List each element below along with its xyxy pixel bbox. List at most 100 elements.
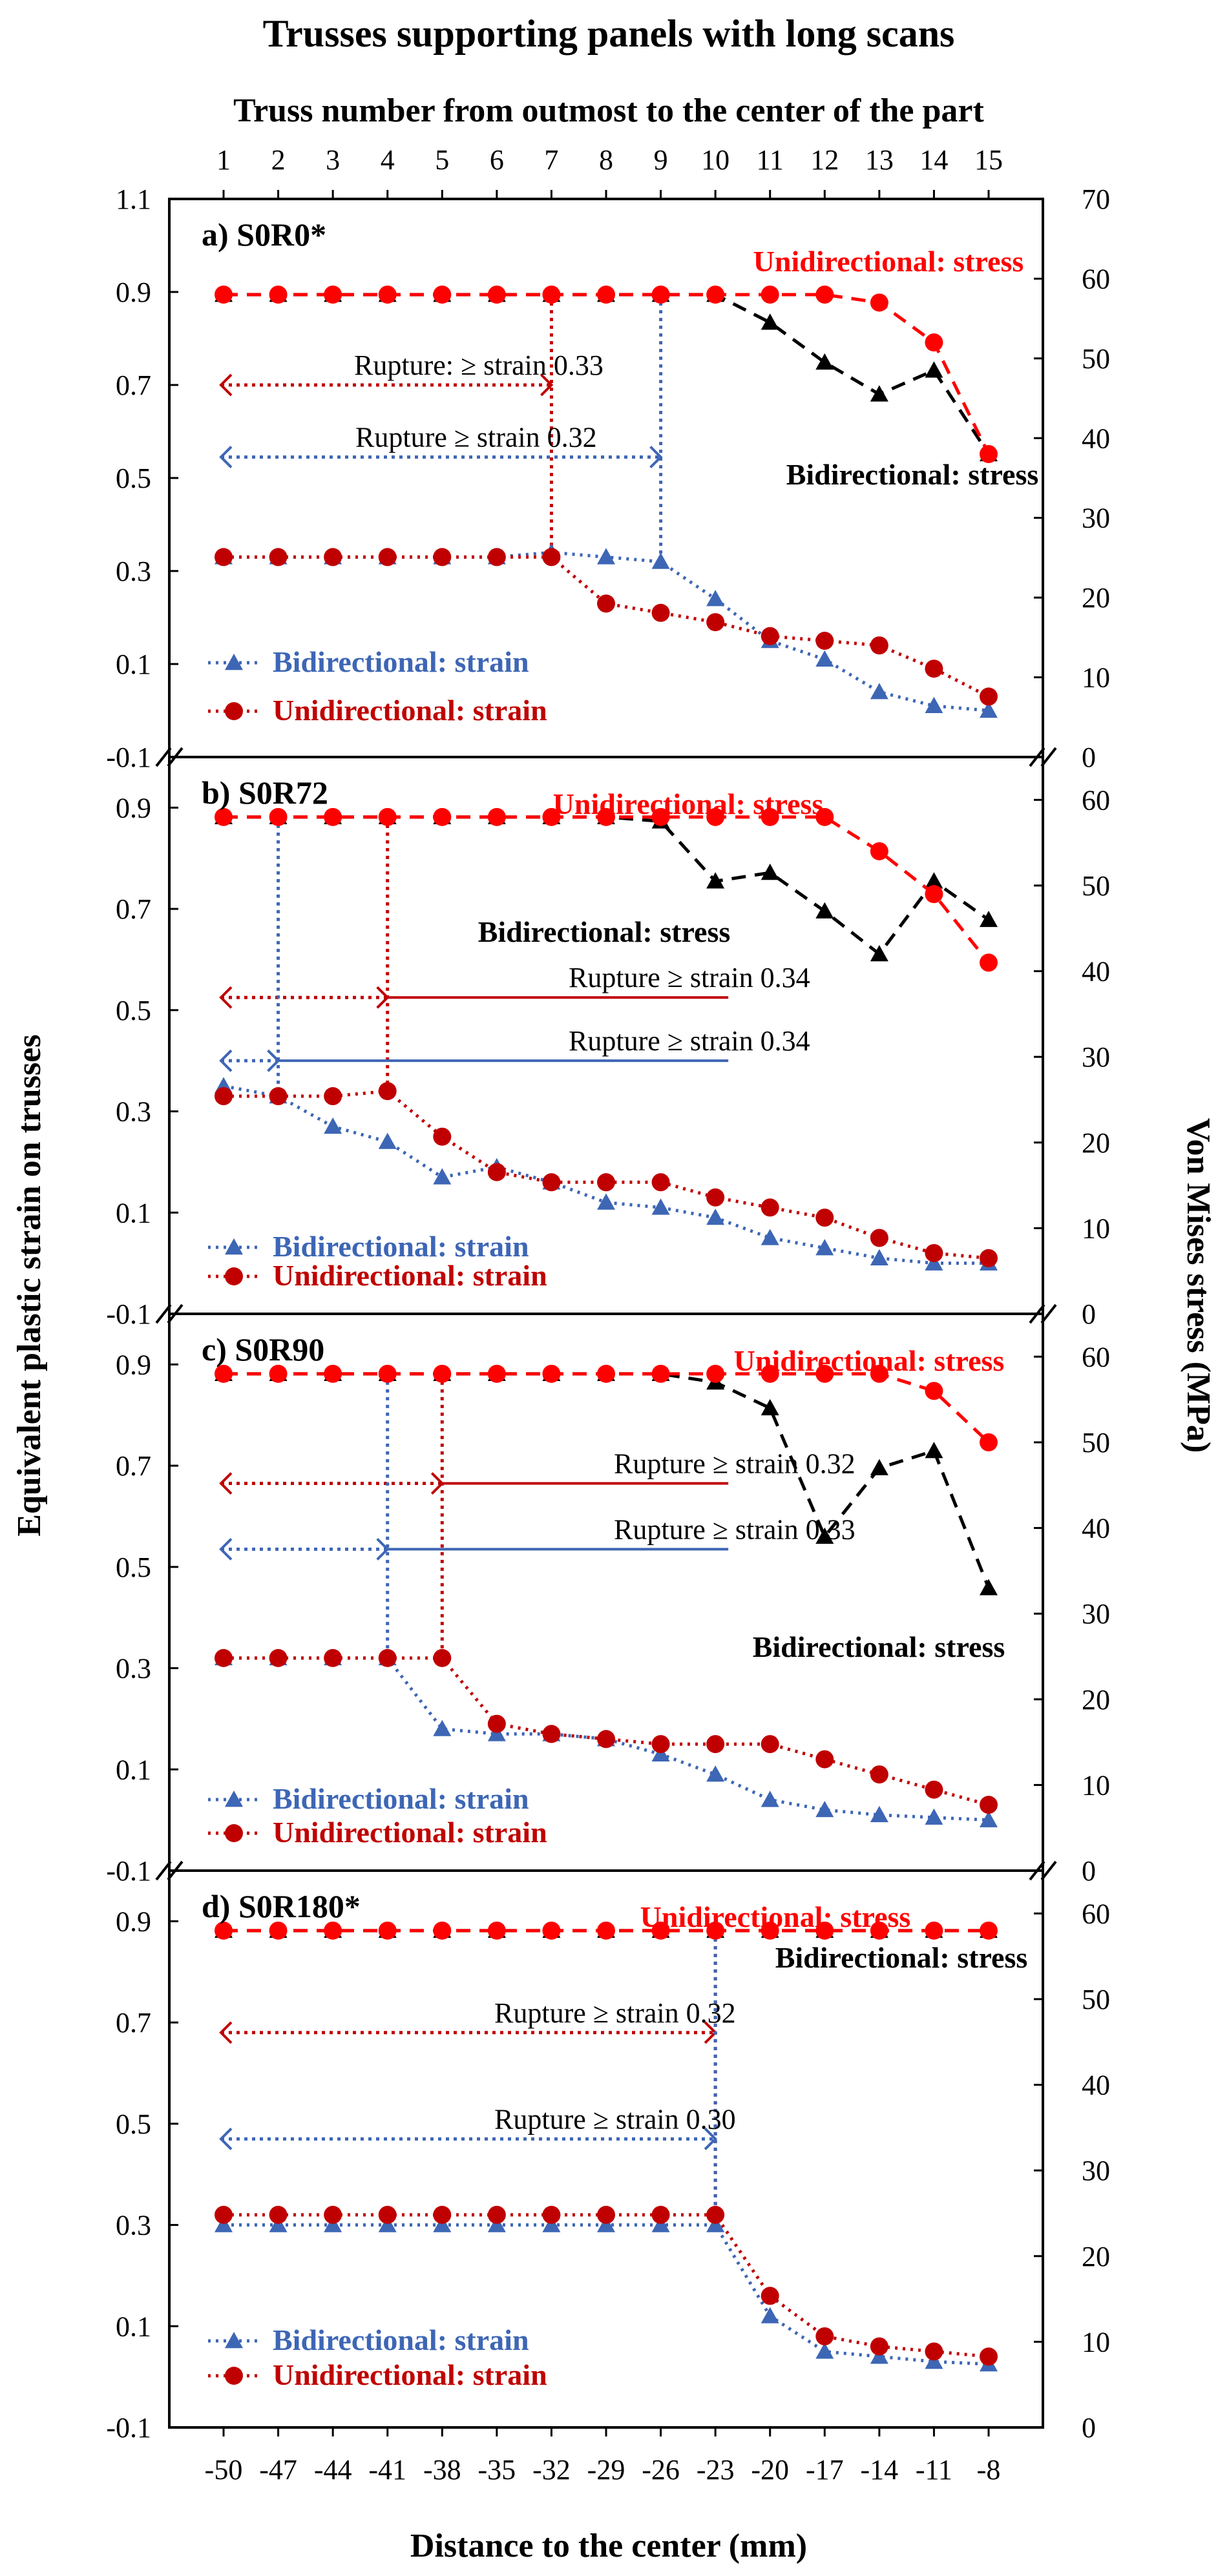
x-tick-label: -29	[587, 2454, 625, 2486]
y-tick-label: -0.1	[106, 1855, 151, 1887]
y2-tick-label: 20	[1082, 582, 1110, 614]
unidirectional-strain-marker	[706, 2205, 725, 2224]
legend-marker-bidirectional	[225, 1791, 243, 1807]
y2-tick-label: 30	[1082, 1041, 1110, 1073]
bidirectional-strain-line	[224, 550, 989, 712]
panels: -0.1 0.1 0.3 0.5 0.7 0.9 1.1 0 10 20 30 40 50 60 70 Rup…	[106, 183, 1110, 2444]
unidirectional-stress-marker	[487, 1921, 506, 1940]
unidirectional-stress-label: Unidirectional: stress	[734, 1344, 1005, 1377]
bidirectional-stress-marker	[761, 864, 779, 880]
y-tick-label: 0.5	[116, 462, 151, 494]
legend-label-unidirectional-strain: Unidirectional: strain	[273, 2358, 547, 2391]
unidirectional-strain-marker	[870, 1229, 888, 1247]
bidirectional-strain-marker	[651, 1198, 670, 1215]
unidirectional-strain-marker	[542, 2205, 561, 2224]
bidirectional-stress-marker	[980, 910, 998, 928]
axis-break-mark	[155, 1304, 172, 1324]
bidirectional-strain-marker	[870, 1249, 888, 1265]
legend-label-bidirectional-strain: Bidirectional: strain	[273, 1230, 529, 1263]
bidirectional-strain-marker	[870, 1805, 888, 1822]
bidirectional-strain-marker	[815, 1239, 834, 1256]
top-axis-ticks: 1 2 3 4 5 6 7 8 9 10 11 12 13 14 15	[216, 144, 1003, 199]
rupture-label: Rupture ≥ strain 0.32	[494, 1997, 736, 2029]
unidirectional-strain-marker	[433, 1648, 452, 1667]
y2-tick-label: 30	[1082, 2155, 1110, 2186]
unidirectional-strain-marker	[215, 548, 233, 566]
rupture-arrow-head-left	[219, 1472, 233, 1495]
legend-marker-unidirectional	[225, 1267, 243, 1285]
rupture-arrow-head-left	[219, 446, 233, 469]
bidirectional-stress-marker	[925, 872, 943, 889]
unidirectional-strain-marker	[925, 1243, 943, 1262]
rupture-arrow-head-left	[219, 1537, 233, 1561]
unidirectional-stress-label: Unidirectional: stress	[553, 787, 824, 820]
chart-panel: -0.1 0.1 0.3 0.5 0.7 0.9 0 10 20 30 40 50 60 Rupture …	[106, 756, 1110, 1330]
unidirectional-strain-marker	[925, 660, 943, 678]
legend-marker-bidirectional	[225, 1238, 243, 1255]
x-tick-label: -11	[916, 2454, 952, 2486]
unidirectional-strain-marker	[597, 1730, 615, 1749]
y-tick-label: -0.1	[106, 2412, 151, 2444]
unidirectional-stress-marker	[269, 286, 288, 304]
rupture-arrow-head-left	[219, 2127, 233, 2150]
x-tick-label: -23	[697, 2454, 735, 2486]
bidirectional-strain-marker	[870, 2347, 888, 2364]
y2-tick-label: 10	[1082, 1212, 1110, 1244]
bidirectional-stress-marker	[870, 1459, 888, 1475]
unidirectional-stress-label: Unidirectional: stress	[753, 245, 1024, 278]
rupture-arrow-head-right	[649, 446, 663, 469]
x-tick-label: -26	[642, 2454, 680, 2486]
unidirectional-stress-marker	[542, 807, 561, 826]
rupture-label: Rupture ≥ strain 0.33	[614, 1513, 856, 1545]
y-tick-label: 0.5	[116, 2108, 151, 2140]
unidirectional-stress-marker	[925, 1382, 943, 1400]
y2-tick-label: 60	[1082, 1898, 1110, 1929]
y-tick-label: 0.9	[116, 276, 151, 308]
bidirectional-strain-marker	[324, 1117, 342, 1134]
chart-panel: -0.1 0.1 0.3 0.5 0.7 0.9 1.1 0 10 20 30 40 50 60 70 Rup…	[106, 183, 1110, 773]
rupture-label: Rupture ≥ strain 0.32	[614, 1448, 856, 1480]
bidirectional-strain-marker	[925, 1808, 943, 1825]
bidirectional-strain-marker	[597, 2216, 615, 2232]
bidirectional-stress-label: Bidirectional: stress	[786, 458, 1039, 491]
unidirectional-strain-marker	[378, 1648, 397, 1667]
bidirectional-strain-marker	[706, 1209, 725, 1225]
unidirectional-stress-marker	[324, 1364, 342, 1383]
unidirectional-stress-marker	[215, 1921, 233, 1940]
y-tick-label: 0.3	[116, 2210, 151, 2241]
unidirectional-strain-marker	[215, 2205, 233, 2224]
legend-marker-unidirectional	[225, 1824, 243, 1842]
panel-label: b) S0R72	[202, 774, 328, 811]
y2-tick-label: 60	[1082, 1341, 1110, 1373]
unidirectional-stress-marker	[378, 1921, 397, 1940]
bidirectional-strain-marker	[487, 1725, 506, 1741]
bidirectional-strain-marker	[651, 2216, 670, 2232]
unidirectional-stress-marker	[324, 286, 342, 304]
unidirectional-stress-marker	[761, 1364, 779, 1383]
y2-tick-label: 10	[1082, 662, 1110, 694]
unidirectional-stress-marker	[980, 444, 998, 463]
unidirectional-stress-marker	[433, 807, 452, 826]
unidirectional-strain-marker	[597, 594, 615, 613]
bidirectional-strain-marker	[706, 2216, 725, 2232]
bidirectional-stress-marker	[706, 872, 725, 889]
unidirectional-stress-marker	[870, 842, 888, 860]
unidirectional-stress-line	[224, 293, 991, 455]
y2-tick-label: 10	[1082, 1769, 1110, 1801]
unidirectional-stress-marker	[597, 286, 615, 304]
top-tick-label: 14	[919, 144, 948, 176]
unidirectional-stress-marker	[706, 286, 725, 304]
unidirectional-stress-marker	[761, 1921, 779, 1940]
unidirectional-stress-marker	[433, 1364, 452, 1383]
unidirectional-stress-marker	[651, 807, 670, 826]
unidirectional-stress-marker	[815, 1364, 834, 1383]
x-tick-label: -47	[259, 2454, 297, 2486]
bidirectional-strain-marker	[925, 2353, 943, 2369]
y-tick-label: 0.7	[116, 2007, 151, 2039]
unidirectional-stress-marker	[324, 807, 342, 826]
x-tick-label: -8	[977, 2454, 1001, 2486]
unidirectional-stress-marker	[706, 807, 725, 826]
unidirectional-strain-marker	[761, 1735, 779, 1754]
unidirectional-strain-marker	[324, 1087, 342, 1106]
